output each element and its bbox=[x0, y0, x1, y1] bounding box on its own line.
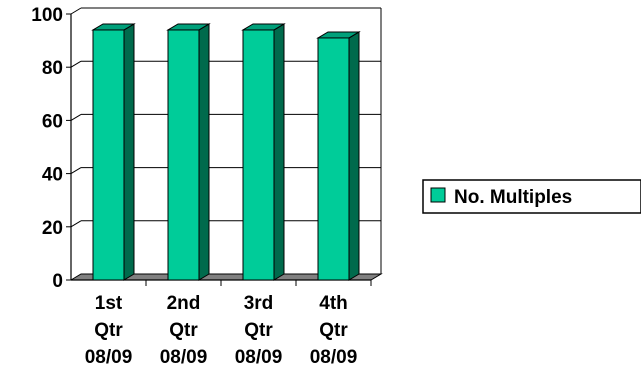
y-tick-label: 100 bbox=[31, 5, 63, 26]
x-tick-label: Qtr bbox=[94, 320, 123, 341]
x-tick-label: 1st bbox=[95, 293, 123, 314]
bar-group bbox=[166, 23, 211, 281]
x-tick-label: Qtr bbox=[244, 320, 273, 341]
gridline-side bbox=[70, 7, 82, 15]
x-tick-labels: 1st Qtr 08/09 2nd Qtr 08/09 3rd Qtr 08/09 4th Qtr 0… bbox=[85, 293, 358, 368]
y-tick-label: 0 bbox=[52, 271, 63, 292]
bar bbox=[242, 29, 275, 281]
bar-group bbox=[241, 23, 286, 281]
legend-label: No. Multiples bbox=[454, 187, 572, 208]
bar-group bbox=[91, 23, 136, 281]
legend: No. Multiples bbox=[422, 179, 641, 214]
bar-side bbox=[273, 23, 285, 281]
gridline-side bbox=[70, 113, 82, 121]
x-tick-label: 4th bbox=[319, 293, 348, 314]
x-tick-label: 2nd bbox=[167, 293, 201, 314]
gridline-side bbox=[70, 167, 82, 175]
y-tick-label: 80 bbox=[42, 58, 63, 79]
x-tick-label: 08/09 bbox=[160, 347, 208, 368]
y-tick-label: 60 bbox=[42, 111, 63, 132]
x-tick-label: 08/09 bbox=[85, 347, 133, 368]
x-tick-label: Qtr bbox=[169, 320, 198, 341]
x-tick-label: Qtr bbox=[319, 320, 348, 341]
bar bbox=[317, 37, 350, 281]
y-tick-label: 40 bbox=[42, 165, 63, 186]
x-tick-label: 08/09 bbox=[310, 347, 358, 368]
bar-side bbox=[123, 23, 135, 281]
legend-box bbox=[422, 179, 641, 214]
y-tick-label: 20 bbox=[42, 218, 63, 239]
x-tick-label: 3rd bbox=[244, 293, 274, 314]
bar bbox=[92, 29, 125, 281]
gridline-side bbox=[70, 60, 82, 68]
bar-side bbox=[348, 31, 360, 281]
x-tick-label: 08/09 bbox=[235, 347, 283, 368]
gridline-side bbox=[70, 220, 82, 228]
bar-side bbox=[198, 23, 210, 281]
bar bbox=[167, 29, 200, 281]
y-tick-labels: 0 20 40 60 80 100 bbox=[31, 5, 63, 292]
legend-swatch bbox=[430, 187, 446, 203]
bar-group bbox=[316, 31, 361, 281]
bars bbox=[91, 23, 361, 281]
